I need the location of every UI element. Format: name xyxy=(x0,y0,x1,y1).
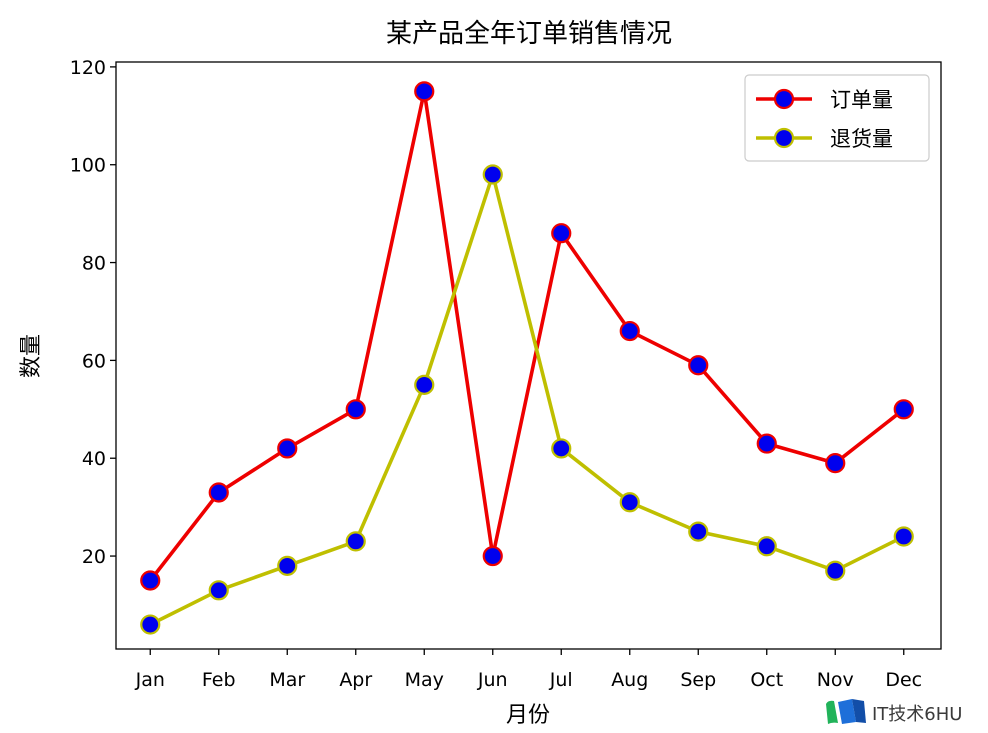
x-tick-label: Dec xyxy=(885,669,922,691)
data-point xyxy=(208,482,229,503)
data-point xyxy=(756,433,777,454)
y-tick-label: 120 xyxy=(70,57,106,79)
data-point xyxy=(619,320,640,342)
watermark-logo-icon xyxy=(826,699,866,724)
data-point xyxy=(277,555,298,576)
x-tick-label: Jun xyxy=(477,669,508,691)
x-tick-label: Feb xyxy=(202,669,236,691)
x-tick-label: May xyxy=(405,669,444,691)
data-point xyxy=(619,492,640,513)
data-point xyxy=(551,438,572,459)
x-axis-label: 月份 xyxy=(506,703,550,728)
data-point xyxy=(756,536,777,557)
data-point xyxy=(140,570,161,591)
x-tick-label: Jan xyxy=(135,669,165,691)
data-point xyxy=(414,81,435,102)
series-line xyxy=(149,172,905,627)
legend-swatch-marker xyxy=(773,127,795,149)
x-tick-label: Jul xyxy=(549,669,573,691)
y-axis-label: 数量 xyxy=(19,334,44,378)
plot-area xyxy=(115,61,942,650)
series-1 xyxy=(140,81,914,591)
x-axis: Jan Feb Mar Apr May Jun Jul Aug Sep Oct Nov Dec xyxy=(135,649,922,691)
y-tick-label: 80 xyxy=(82,253,106,275)
x-tick-label: Nov xyxy=(817,669,854,691)
data-point xyxy=(208,580,229,601)
data-point xyxy=(893,399,914,420)
x-tick-label: Mar xyxy=(269,669,305,691)
x-tick-label: Aug xyxy=(611,669,648,691)
legend-item: 订单量 xyxy=(756,88,893,112)
y-tick-label: 20 xyxy=(82,546,106,568)
watermark: IT技术6HU xyxy=(826,699,962,725)
data-point xyxy=(893,526,914,547)
data-point xyxy=(277,438,298,459)
legend-label: 退货量 xyxy=(830,127,893,151)
y-tick-label: 100 xyxy=(70,155,106,177)
x-tick-label: Sep xyxy=(680,669,716,691)
data-point xyxy=(688,355,709,376)
y-axis: 20 40 60 80 100 120 xyxy=(70,57,116,568)
data-point xyxy=(551,223,572,244)
data-point xyxy=(345,531,366,552)
legend-swatch-marker xyxy=(773,88,795,110)
chart-title: 某产品全年订单销售情况 xyxy=(386,19,672,49)
data-point xyxy=(345,399,366,420)
series-2 xyxy=(140,164,914,635)
y-tick-label: 60 xyxy=(82,350,106,372)
data-point xyxy=(482,545,503,567)
legend-label: 订单量 xyxy=(830,88,893,112)
data-point xyxy=(414,374,435,395)
series-line xyxy=(148,89,905,582)
watermark-text: IT技术6HU xyxy=(872,704,962,725)
series-layer xyxy=(140,81,914,635)
data-point xyxy=(482,164,503,185)
data-point xyxy=(140,614,161,635)
y-tick-label: 40 xyxy=(82,448,106,470)
data-point xyxy=(688,521,709,542)
data-point xyxy=(825,560,846,581)
x-tick-label: Apr xyxy=(339,669,372,691)
x-tick-label: Oct xyxy=(750,669,783,691)
legend-item: 退货量 xyxy=(756,127,893,151)
data-point xyxy=(825,453,846,474)
